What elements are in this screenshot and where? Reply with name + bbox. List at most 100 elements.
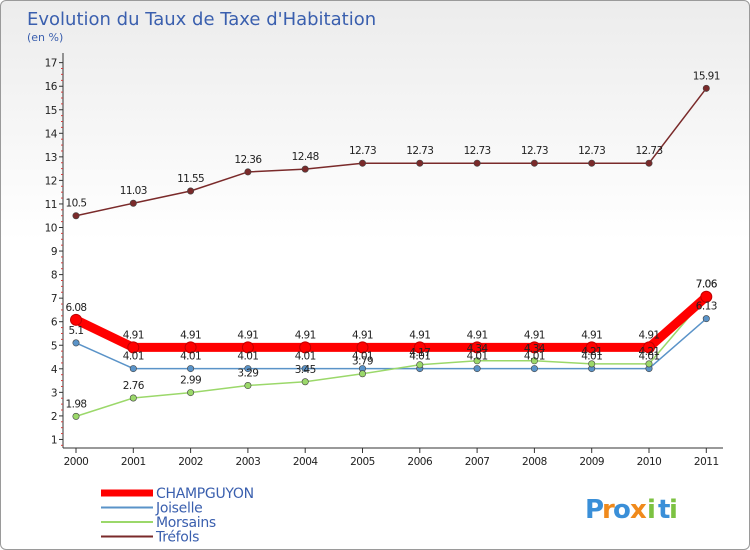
- data-label: 4.01: [581, 351, 602, 363]
- y-tick-label: 8: [51, 270, 57, 282]
- x-tick-label: 2007: [465, 456, 490, 468]
- y-tick-label: 4: [51, 364, 58, 376]
- data-label: 3.79: [352, 356, 373, 368]
- data-point: [301, 365, 309, 373]
- data-point: [358, 159, 366, 167]
- data-label: 12.73: [464, 145, 491, 157]
- data-label: 4.91: [295, 329, 316, 341]
- data-label: 4.91: [180, 329, 201, 341]
- data-label: 12.73: [635, 145, 662, 157]
- data-label: 3.29: [237, 368, 258, 380]
- data-point: [645, 159, 653, 167]
- data-point: [129, 199, 137, 207]
- data-point: [530, 357, 538, 365]
- y-tick-label: 15: [45, 105, 57, 117]
- data-point: [473, 357, 481, 365]
- data-point: [643, 341, 655, 354]
- data-label: 7.06: [696, 279, 718, 291]
- chart-subtitle: (en %): [27, 31, 63, 44]
- x-tick-label: 2001: [121, 456, 146, 468]
- series-layer: [70, 84, 713, 420]
- data-point: [645, 360, 653, 368]
- data-label: 10.5: [66, 198, 87, 210]
- data-label: 4.01: [409, 351, 430, 363]
- data-label: 12.36: [234, 154, 262, 166]
- logo-letter: P: [585, 495, 604, 525]
- y-tick-label: 14: [45, 128, 58, 140]
- data-point: [530, 159, 538, 167]
- y-tick-label: 9: [51, 246, 57, 258]
- logo-letter: o: [613, 495, 631, 525]
- logo-letter: r: [602, 495, 615, 525]
- data-labels: 10.5 11.03 11.55 12.36 12.48 12.73 12.73 12.73 1…: [66, 70, 721, 410]
- series-champguyon: [70, 290, 713, 354]
- data-point: [244, 168, 252, 176]
- data-label: 4.01: [180, 351, 201, 363]
- data-point: [241, 341, 254, 354]
- data-point: [127, 341, 140, 354]
- data-label: 4.91: [524, 329, 545, 341]
- data-label: 4.17: [409, 347, 430, 359]
- data-label: 4.01: [524, 351, 545, 363]
- data-point: [72, 412, 80, 420]
- data-point: [585, 341, 598, 354]
- y-tick-label: 6: [51, 317, 58, 329]
- data-point: [588, 159, 596, 167]
- y-tick-label: 11: [45, 199, 57, 211]
- x-tick-label: 2010: [637, 456, 662, 468]
- y-tick-label: 17: [45, 58, 57, 70]
- data-label: 4.91: [352, 329, 373, 341]
- legend-label: Tréfols: [155, 530, 199, 546]
- data-label: 4.21: [581, 346, 602, 358]
- data-point: [72, 339, 80, 347]
- data-point: [244, 382, 252, 390]
- data-point: [70, 313, 82, 326]
- data-point: [702, 315, 710, 323]
- series-tr-fols: [72, 84, 710, 220]
- data-point: [129, 394, 137, 402]
- series-line: [71, 292, 711, 352]
- data-label: 12.73: [349, 145, 376, 157]
- data-point: [473, 159, 481, 167]
- data-label: 6.13: [696, 301, 717, 313]
- data-label: 12.73: [406, 145, 433, 157]
- data-point: [473, 365, 481, 373]
- data-label: 4.91: [123, 329, 144, 341]
- y-tick-label: 2: [51, 411, 57, 423]
- proxiti-logo: Pro x i ti: [585, 495, 678, 525]
- data-label: 1.98: [66, 398, 87, 410]
- y-tick-label: 13: [45, 152, 57, 164]
- data-label: 5.1: [69, 325, 84, 337]
- data-point: [301, 378, 309, 386]
- data-point: [187, 389, 195, 397]
- data-label: 4.01: [352, 351, 373, 363]
- data-label: 4.34: [467, 343, 489, 355]
- x-tick-label: 2005: [350, 456, 375, 468]
- data-label: 7.06: [696, 279, 718, 291]
- chart-title: Evolution du Taux de Taxe d'Habitation: [27, 9, 376, 30]
- data-label: 12.73: [521, 145, 548, 157]
- data-label: 4.91: [409, 329, 430, 341]
- x-tick-label: 2008: [522, 456, 547, 468]
- x-tick-label: 2011: [694, 456, 719, 468]
- data-label: 4.01: [237, 351, 258, 363]
- legend-label: Morsains: [156, 515, 216, 531]
- legend-label: Joiselle: [155, 501, 202, 517]
- data-label: 2.99: [180, 375, 201, 387]
- y-tick-label: 12: [45, 175, 57, 187]
- data-label: 12.73: [578, 145, 605, 157]
- y-tick-label: 3: [51, 387, 57, 399]
- data-label: 11.03: [120, 185, 147, 197]
- data-point: [413, 341, 426, 354]
- data-label: 12.48: [292, 151, 319, 163]
- logo-letter: x: [630, 495, 647, 525]
- data-label: 4.91: [467, 329, 488, 341]
- data-label: 4.91: [639, 329, 660, 341]
- x-tick-label: 2002: [178, 456, 203, 468]
- axes: [62, 53, 723, 449]
- data-point: [702, 84, 710, 92]
- data-label: 4.91: [237, 329, 258, 341]
